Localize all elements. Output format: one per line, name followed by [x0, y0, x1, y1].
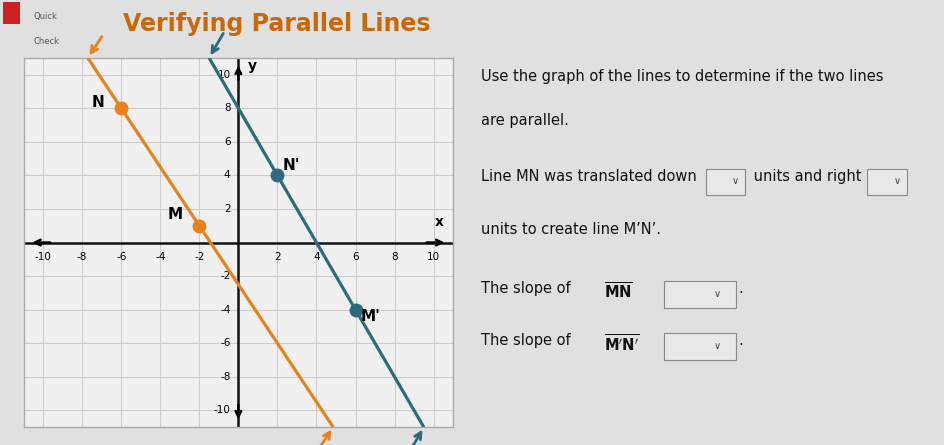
Text: Use the graph of the lines to determine if the two lines: Use the graph of the lines to determine …: [481, 69, 884, 84]
Text: 8: 8: [224, 103, 230, 113]
Text: -4: -4: [220, 305, 230, 315]
Text: 6: 6: [352, 252, 359, 262]
Text: 2: 2: [274, 252, 280, 262]
Text: M': M': [361, 309, 380, 324]
Text: x: x: [435, 215, 444, 229]
Text: -10: -10: [35, 252, 52, 262]
Text: 10: 10: [217, 69, 230, 80]
Text: units and right: units and right: [749, 169, 866, 184]
Text: -8: -8: [77, 252, 88, 262]
Text: 2: 2: [224, 204, 230, 214]
Text: 4: 4: [313, 252, 320, 262]
Text: Line MN was translated down: Line MN was translated down: [481, 169, 701, 184]
Text: -2: -2: [220, 271, 230, 281]
Text: ∨: ∨: [732, 176, 738, 186]
FancyBboxPatch shape: [868, 169, 907, 195]
Text: 10: 10: [427, 252, 440, 262]
Text: The slope of: The slope of: [481, 333, 576, 348]
Text: -2: -2: [194, 252, 205, 262]
Text: N: N: [92, 94, 105, 109]
Text: are parallel.: are parallel.: [481, 113, 569, 128]
Text: y: y: [248, 59, 257, 73]
Text: The slope of: The slope of: [481, 281, 576, 296]
FancyBboxPatch shape: [3, 2, 20, 24]
Text: -10: -10: [213, 405, 230, 416]
Text: ∨: ∨: [893, 176, 901, 186]
Text: ∨: ∨: [715, 341, 721, 351]
Text: $\overline{\mathbf{MN}}$: $\overline{\mathbf{MN}}$: [604, 281, 632, 302]
Text: -4: -4: [155, 252, 165, 262]
FancyBboxPatch shape: [705, 169, 745, 195]
Text: -6: -6: [220, 338, 230, 348]
Text: -8: -8: [220, 372, 230, 382]
Text: $\overline{\mathbf{M'N'}}$: $\overline{\mathbf{M'N'}}$: [604, 333, 639, 354]
Text: ∨: ∨: [715, 289, 721, 299]
Text: 4: 4: [224, 170, 230, 180]
Text: M: M: [168, 207, 183, 222]
Text: 6: 6: [224, 137, 230, 147]
Text: .: .: [738, 333, 743, 348]
FancyBboxPatch shape: [664, 333, 735, 360]
Text: -6: -6: [116, 252, 126, 262]
Text: .: .: [738, 281, 743, 296]
Text: N': N': [282, 158, 300, 174]
Text: units to create line M’N’.: units to create line M’N’.: [481, 222, 661, 237]
FancyBboxPatch shape: [664, 281, 735, 308]
Text: Verifying Parallel Lines: Verifying Parallel Lines: [123, 12, 430, 36]
Text: Quick: Quick: [33, 12, 57, 21]
Text: 8: 8: [391, 252, 397, 262]
Text: Check: Check: [33, 37, 59, 46]
